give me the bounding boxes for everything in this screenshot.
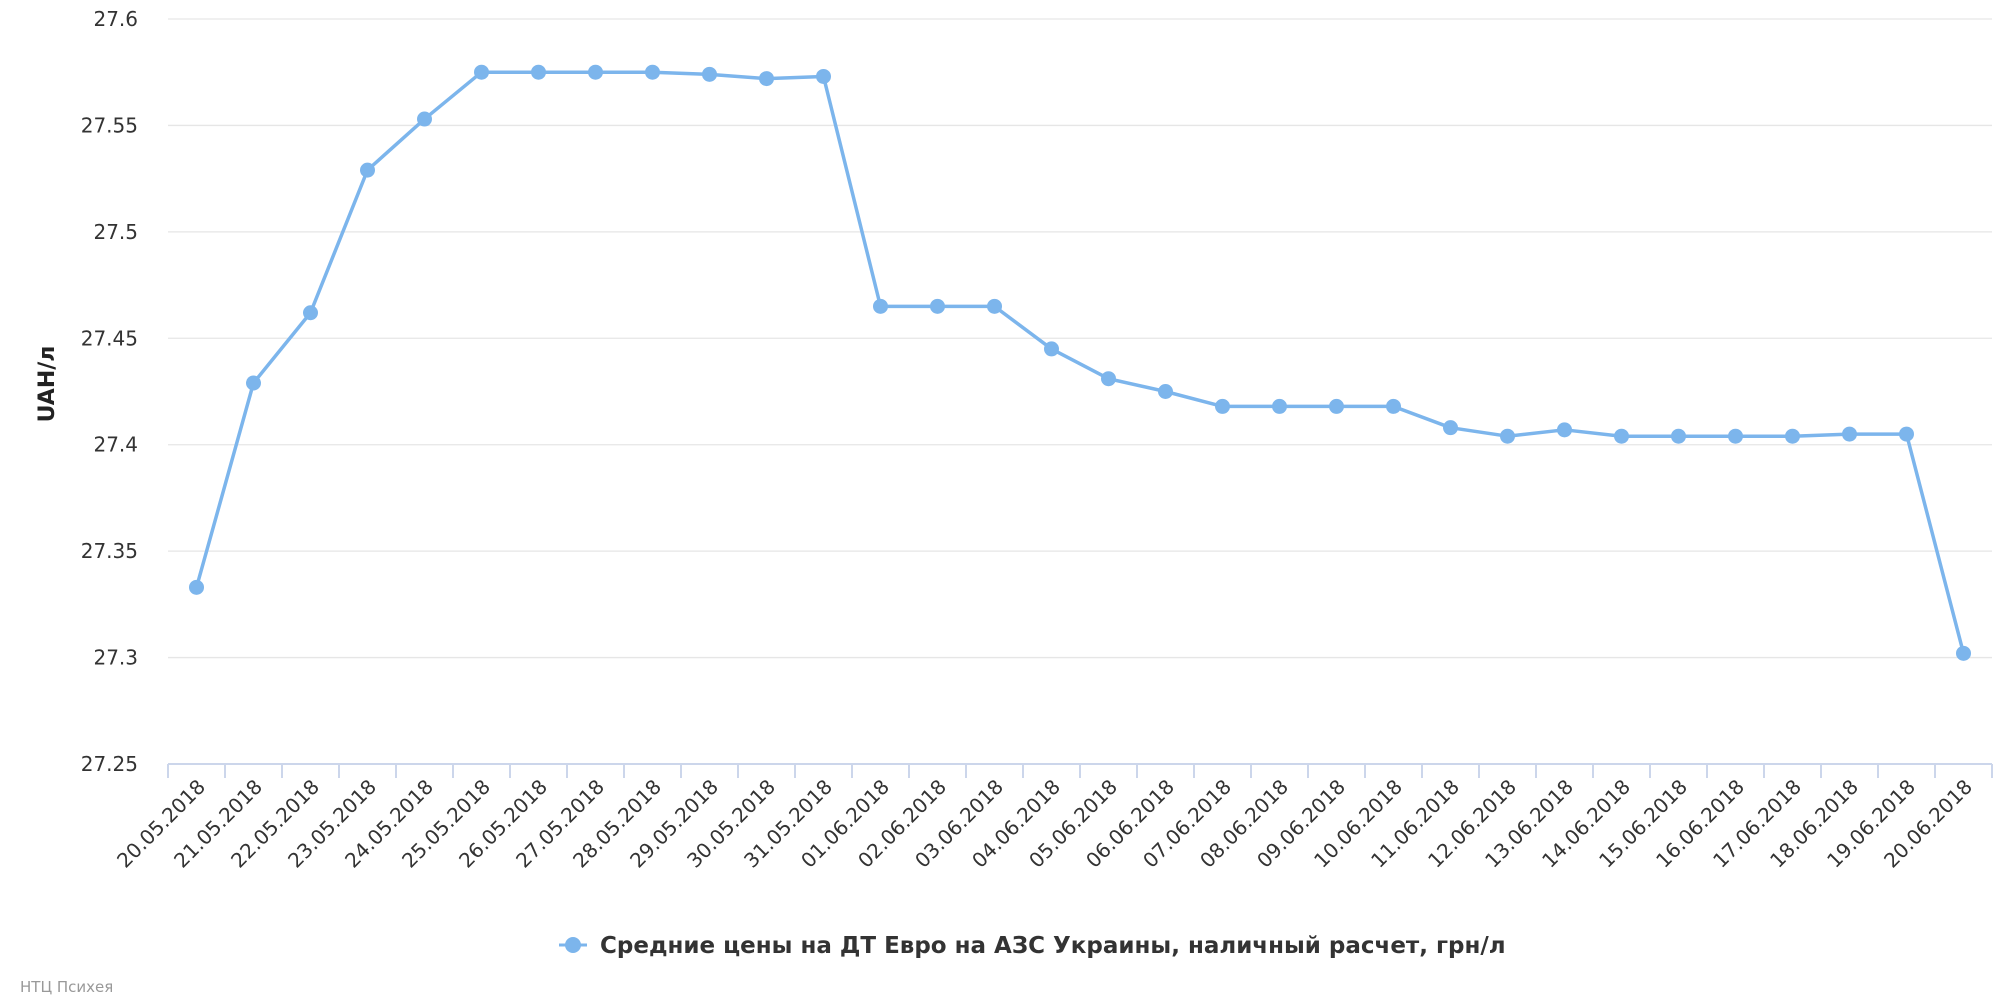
data-point[interactable] xyxy=(1728,428,1743,444)
data-point[interactable] xyxy=(189,579,204,595)
y-tick-label: 27.5 xyxy=(93,220,138,244)
data-point[interactable] xyxy=(1044,341,1059,357)
data-point[interactable] xyxy=(987,298,1002,314)
data-point[interactable] xyxy=(417,111,432,127)
data-point[interactable] xyxy=(474,64,489,80)
data-point[interactable] xyxy=(1899,426,1914,442)
data-point[interactable] xyxy=(1158,384,1173,399)
data-point[interactable] xyxy=(1101,371,1116,387)
data-point[interactable] xyxy=(645,64,660,80)
data-point[interactable] xyxy=(531,64,546,80)
data-point[interactable] xyxy=(1557,422,1572,438)
y-tick-label: 27.6 xyxy=(93,7,138,31)
legend-point-marker xyxy=(565,937,581,953)
data-point[interactable] xyxy=(1386,398,1401,414)
data-series[interactable] xyxy=(189,64,1971,661)
data-point[interactable] xyxy=(1500,428,1515,444)
data-point[interactable] xyxy=(360,162,375,178)
data-point[interactable] xyxy=(816,68,831,84)
data-point[interactable] xyxy=(246,375,261,391)
series-line[interactable] xyxy=(194,70,1966,656)
data-point[interactable] xyxy=(1329,398,1344,414)
data-point[interactable] xyxy=(759,71,774,87)
y-tick-label: 27.35 xyxy=(81,539,138,563)
data-point[interactable] xyxy=(1272,398,1287,414)
data-point[interactable] xyxy=(1614,428,1629,444)
data-point[interactable] xyxy=(303,305,318,321)
y-tick-label: 27.45 xyxy=(81,326,138,350)
data-point[interactable] xyxy=(1785,428,1800,444)
data-point[interactable] xyxy=(1842,426,1857,442)
y-axis-ticks: 27.6 27.55 27.5 27.45 27.4 27.35 27.3 27.25 xyxy=(81,7,138,776)
grid-lines xyxy=(168,18,1992,659)
credit-text[interactable]: НТЦ Психея xyxy=(20,978,113,996)
y-tick-label: 27.3 xyxy=(93,646,138,670)
legend[interactable]: Средние цены на ДТ Евро на АЗС Украины, … xyxy=(559,933,1506,959)
y-axis-label: UAH/л xyxy=(35,346,60,423)
data-point[interactable] xyxy=(1671,428,1686,444)
y-tick-label: 27.4 xyxy=(93,433,138,457)
data-point[interactable] xyxy=(930,298,945,314)
data-point[interactable] xyxy=(1215,398,1230,414)
data-point[interactable] xyxy=(1956,645,1971,661)
x-axis: 20.05.201821.05.201822.05.201823.05.2018… xyxy=(112,763,1993,873)
data-point[interactable] xyxy=(588,64,603,80)
y-tick-label: 27.25 xyxy=(81,752,138,776)
data-point[interactable] xyxy=(873,298,888,314)
data-point[interactable] xyxy=(1443,420,1458,436)
legend-label[interactable]: Средние цены на ДТ Евро на АЗС Украины, … xyxy=(600,933,1506,959)
y-tick-label: 27.55 xyxy=(81,113,138,137)
data-point[interactable] xyxy=(702,66,717,82)
